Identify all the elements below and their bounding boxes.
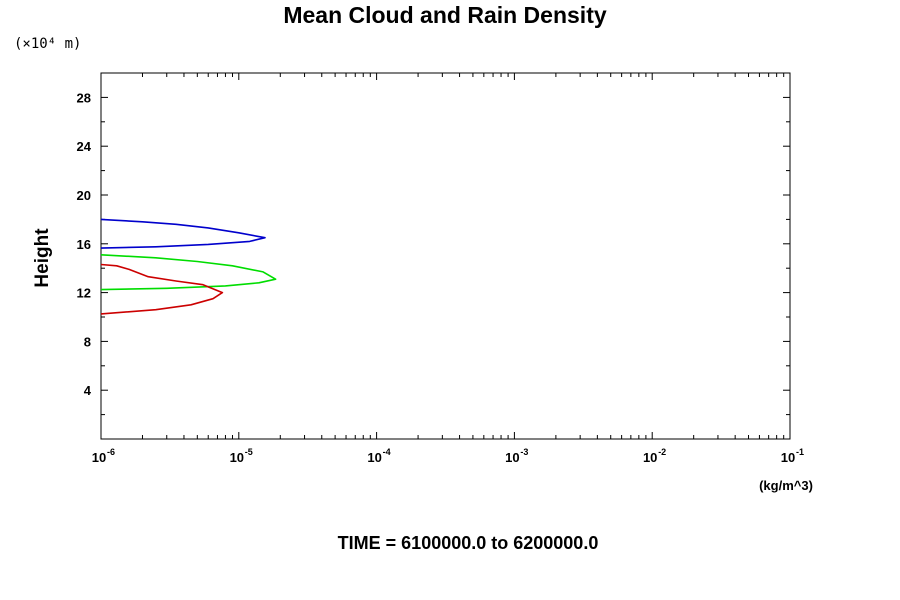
series-line-2 xyxy=(100,254,277,291)
x-tick-exponent: -3 xyxy=(520,447,528,457)
y-axis-label: Height xyxy=(32,228,53,288)
time-range-footer: TIME = 6100000.0 to 6200000.0 xyxy=(338,533,599,553)
x-tick-exponent: -2 xyxy=(658,447,666,457)
y-tick-label: 8 xyxy=(84,334,91,349)
y-tick-label: 28 xyxy=(77,90,91,105)
x-tick-label: 10 xyxy=(367,450,381,465)
plot-frame xyxy=(100,72,791,440)
x-tick-exponent: -1 xyxy=(796,447,804,457)
x-tick-label: 10 xyxy=(505,450,519,465)
y-tick-label: 20 xyxy=(77,188,91,203)
y-tick-label: 24 xyxy=(77,139,92,154)
x-tick-label: 10 xyxy=(92,450,106,465)
x-tick-exponent: -4 xyxy=(383,447,391,457)
x-tick-labels: 10 -6 10 -5 10 -4 10 -3 10 -2 10 -1 xyxy=(92,447,804,465)
y-tick-labels: 4 8 12 16 20 24 28 xyxy=(77,90,92,398)
x-tick-exponent: -5 xyxy=(245,447,253,457)
x-tick-label: 10 xyxy=(781,450,795,465)
x-tick-label: 10 xyxy=(230,450,244,465)
x-tick-exponent: -6 xyxy=(107,447,115,457)
y-tick-label: 4 xyxy=(84,383,92,398)
plot-area xyxy=(100,72,791,440)
series-line-1 xyxy=(100,218,266,249)
y-scale-note: (×10⁴ m) xyxy=(14,36,81,52)
x-tick-label: 10 xyxy=(643,450,657,465)
y-tick-label: 16 xyxy=(77,237,91,252)
series-layer xyxy=(100,218,277,315)
chart-title: Mean Cloud and Rain Density xyxy=(283,2,607,28)
x-axis-unit: (kg/m^3) xyxy=(759,478,813,493)
axis-ticks xyxy=(100,73,790,439)
series-line-3 xyxy=(100,263,224,315)
y-tick-label: 12 xyxy=(77,286,91,301)
